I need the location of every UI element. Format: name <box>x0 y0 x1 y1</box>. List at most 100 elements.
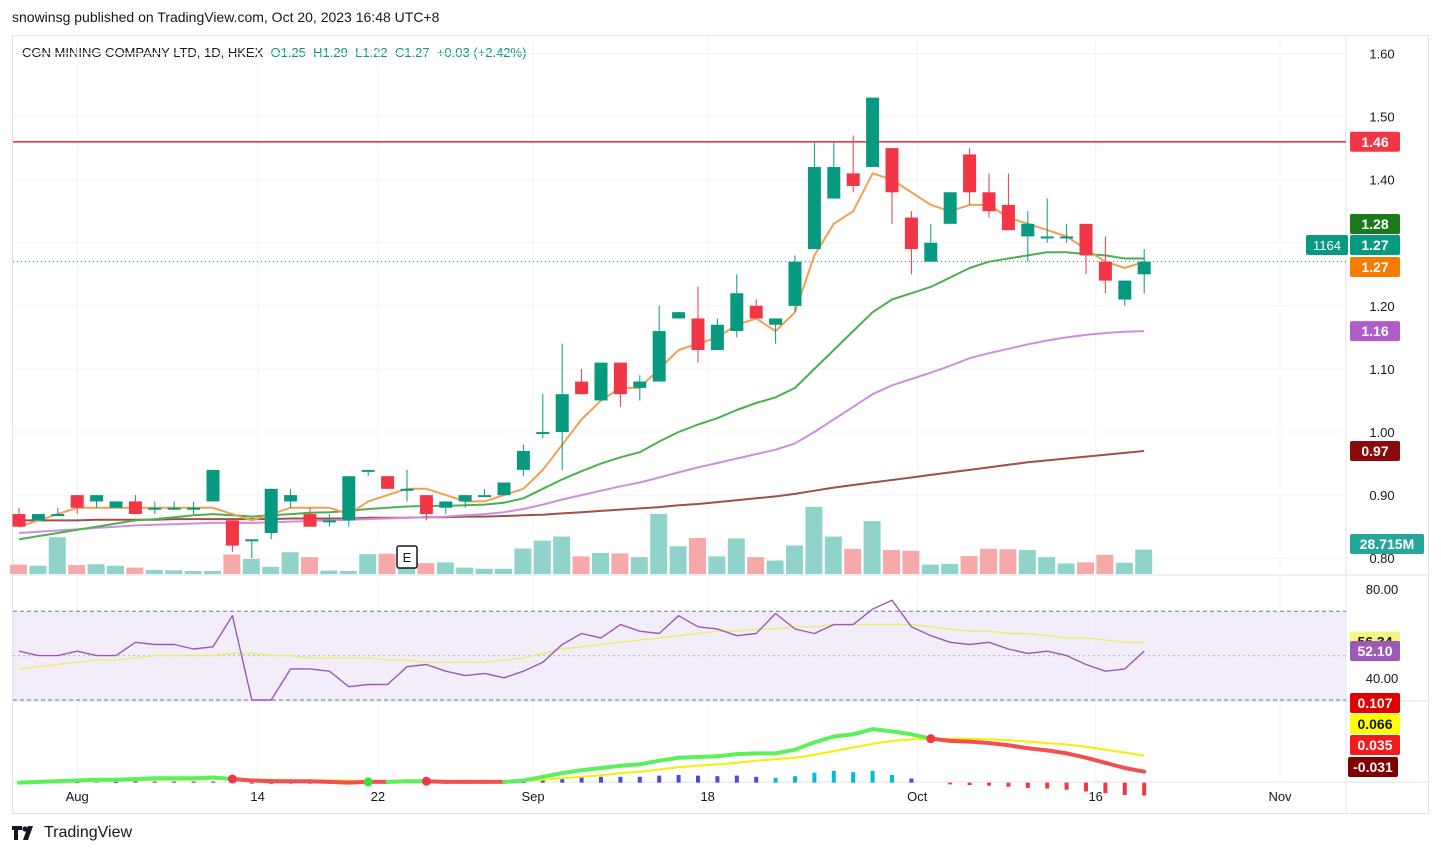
candle-body <box>70 495 84 508</box>
macd-histogram-bar <box>715 776 720 783</box>
tradingview-logo-icon <box>12 826 33 840</box>
macd-value-label-2: 0.035 <box>1357 737 1392 753</box>
candle-body <box>284 495 298 502</box>
macd-line-segment <box>191 775 215 781</box>
candle-body <box>128 501 142 515</box>
candle-body <box>31 514 45 521</box>
macd-histogram-bar <box>890 775 894 783</box>
ma-5-line <box>18 172 1145 528</box>
countdown-label-bg <box>1306 235 1348 255</box>
volume-bar <box>339 571 357 574</box>
volume-bar <box>456 567 474 574</box>
macd-line-segment <box>327 779 351 785</box>
macd-histogram-bar <box>987 782 991 786</box>
rsi-value-label: 52.10 <box>1357 643 1392 659</box>
volume-bar <box>572 556 590 574</box>
macd-histogram-bar <box>75 782 80 784</box>
time-tick-label: Aug <box>66 789 89 804</box>
candle-body <box>963 154 977 193</box>
volume-bar <box>941 563 959 574</box>
volume-bar <box>1038 557 1056 574</box>
volume-bar <box>669 546 687 574</box>
low-value: L1.22 <box>355 45 388 60</box>
volume-bar <box>553 536 571 574</box>
macd-line-segment <box>618 762 642 768</box>
volume-bar <box>204 571 221 574</box>
macd-line-segment <box>133 776 157 781</box>
ma60-price-label-bg <box>1350 321 1400 342</box>
price-tick-label: 0.90 <box>1369 488 1394 503</box>
macd-histogram-bar <box>909 778 914 783</box>
volume-bar <box>805 506 823 574</box>
volume-bar <box>1135 549 1153 574</box>
price-tick-label: 1.40 <box>1369 173 1394 188</box>
publish-header: snowinsg published on TradingView.com, O… <box>12 9 440 25</box>
macd-line-segment <box>734 751 759 757</box>
macd-histogram-bar <box>191 781 196 783</box>
macd-cross-marker <box>227 774 237 784</box>
volume-bar <box>223 554 241 574</box>
ma-20-line <box>18 251 1145 541</box>
earnings-marker-icon <box>396 545 418 569</box>
candle-body <box>904 217 918 250</box>
volume-bar <box>863 521 881 574</box>
volume-bar <box>650 514 668 574</box>
macd-line-segment <box>55 778 80 784</box>
candle-body <box>148 507 162 510</box>
tradingview-brand[interactable]: TradingView <box>12 824 132 842</box>
candle-body <box>536 432 550 435</box>
volume-bar <box>378 553 396 574</box>
macd-value-label-1-bg <box>1350 714 1400 734</box>
macd-line-segment <box>75 777 99 783</box>
ma-long-200-line <box>19 450 1145 522</box>
volume-bar <box>1115 562 1133 574</box>
macd-line-segment <box>676 755 700 760</box>
candle-body <box>575 381 589 395</box>
candle-body <box>458 495 472 502</box>
chart-frame <box>12 35 1429 814</box>
macd-histogram-bar <box>269 782 274 784</box>
time-tick-label: 22 <box>371 789 385 804</box>
macd-line-segment <box>831 732 856 739</box>
candle-body <box>322 520 336 523</box>
volume-bar <box>495 568 512 574</box>
macd-line-segment <box>1006 743 1030 751</box>
candle-body <box>51 514 65 517</box>
candle-body <box>943 192 957 224</box>
macd-line-segment <box>967 739 991 746</box>
candle-body <box>478 495 492 498</box>
candle-body <box>846 173 860 186</box>
macd-histogram-bar <box>599 776 603 783</box>
rsi-ma-line <box>18 623 1145 670</box>
candle-body <box>633 381 647 388</box>
macd-line-segment <box>36 779 60 784</box>
volume-bar <box>145 569 163 574</box>
volume-bar <box>436 562 454 574</box>
volume-bar <box>689 538 706 574</box>
macd-line-segment <box>1064 751 1088 760</box>
volume-bar <box>611 553 629 574</box>
macd-value-label-0: 0.107 <box>1357 695 1392 711</box>
volume-bar <box>242 559 260 574</box>
macd-histogram-bar <box>793 776 797 783</box>
ma200-price-label-bg <box>1350 440 1400 461</box>
candle-body <box>516 450 530 470</box>
macd-histogram-bar <box>812 772 817 783</box>
macd-line-segment <box>385 779 409 784</box>
macd-cross-marker <box>363 777 373 787</box>
macd-histogram-bar <box>540 780 545 783</box>
macd-histogram-bar <box>560 778 565 783</box>
candle-body <box>827 167 841 199</box>
macd-histogram-bar <box>637 776 642 783</box>
macd-line-segment <box>715 752 739 759</box>
volume-bar <box>1096 554 1114 574</box>
rsi-line <box>18 599 1145 701</box>
candle-body <box>187 507 201 510</box>
candle-body <box>807 167 821 250</box>
candle-body <box>342 476 356 521</box>
volume-bar <box>29 565 47 574</box>
volume-bar <box>262 566 280 574</box>
macd-histogram-bar <box>152 781 157 783</box>
macd-histogram-bar <box>1142 782 1147 796</box>
